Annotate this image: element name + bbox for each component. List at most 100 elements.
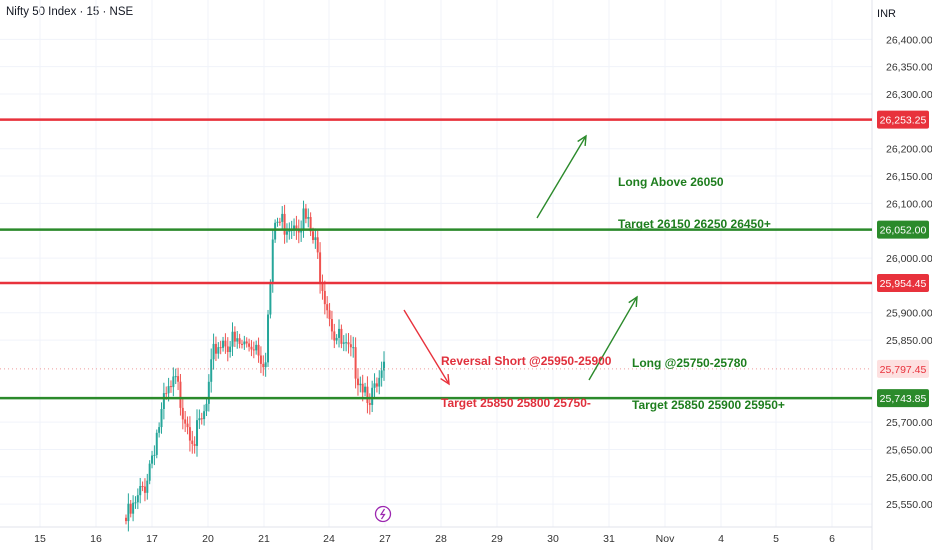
- annotation-line: Target 26150 26250 26450+: [618, 217, 771, 231]
- level-price-tag: [877, 273, 929, 292]
- candle-body: [196, 420, 199, 446]
- candle-body: [364, 386, 367, 393]
- candle-body: [300, 229, 303, 233]
- candle-body: [132, 502, 135, 514]
- x-tick-label: 15: [34, 533, 46, 545]
- x-tick-label: Nov: [656, 533, 675, 545]
- long-above-annotation: Long Above 26050 Target 26150 26250 2645…: [618, 147, 771, 245]
- candle-body: [146, 480, 149, 493]
- y-tick-label: 26,200.00: [886, 144, 932, 156]
- candle-body: [167, 386, 170, 394]
- level-price-label: 26,052.00: [880, 225, 927, 237]
- candle-body: [222, 340, 225, 348]
- currency-label: INR: [877, 8, 896, 20]
- candle-body: [257, 344, 260, 356]
- candle-body: [276, 221, 279, 223]
- candle-body: [366, 386, 369, 403]
- candle-body: [373, 383, 376, 388]
- candle-body: [179, 381, 182, 408]
- candle-body: [311, 231, 314, 240]
- candle-body: [191, 440, 194, 444]
- level-price-label: 25,954.45: [880, 278, 927, 290]
- annotation-line: Reversal Short @25950-25900: [441, 354, 612, 368]
- candle-body: [349, 344, 352, 348]
- x-tick-label: 21: [258, 533, 270, 545]
- candle-body: [281, 213, 284, 222]
- candle-body: [383, 361, 385, 371]
- candle-body: [177, 376, 180, 382]
- candle-body: [361, 383, 364, 393]
- candle-body: [193, 443, 196, 446]
- candle-body: [335, 337, 338, 341]
- candle-body: [217, 347, 220, 354]
- level-price-tag: [877, 389, 929, 408]
- candle-body: [252, 349, 255, 351]
- candle-body: [153, 454, 156, 456]
- candle-body: [347, 342, 350, 345]
- x-tick-label: 5: [773, 533, 779, 545]
- candle-body: [359, 383, 362, 386]
- level-price-label: 25,743.85: [880, 393, 927, 405]
- candle-body: [143, 486, 146, 493]
- candle-body: [224, 340, 227, 347]
- candle-body: [162, 393, 165, 410]
- candle-body: [210, 359, 213, 382]
- candle-body: [368, 402, 371, 405]
- x-tick-label: 29: [491, 533, 503, 545]
- x-tick-label: 31: [603, 533, 615, 545]
- candle-body: [278, 221, 281, 223]
- candle-body: [375, 383, 378, 387]
- candle-body: [302, 208, 305, 230]
- candle-body: [160, 409, 163, 428]
- candle-body: [229, 346, 232, 353]
- candle-body: [141, 486, 144, 488]
- x-tick-label: 24: [323, 533, 335, 545]
- candle-body: [125, 517, 127, 522]
- long-range-annotation: Long @25750-25780 Target 25850 25900 259…: [632, 328, 785, 426]
- arrow-up-long-range: [588, 296, 638, 381]
- candle-body: [214, 343, 217, 354]
- candle-body: [293, 225, 296, 229]
- candle-body: [269, 283, 272, 315]
- x-tick-label: 27: [379, 533, 391, 545]
- candle-body: [240, 343, 243, 345]
- candle-body: [319, 252, 322, 284]
- candle-body: [328, 310, 331, 320]
- candle-body: [262, 363, 265, 368]
- candle-body: [264, 362, 267, 368]
- arrow-up-long-range-head: [628, 295, 638, 308]
- candle-body: [274, 222, 277, 240]
- y-tick-label: 26,300.00: [886, 89, 932, 101]
- candle-body: [248, 343, 251, 347]
- candle-body: [285, 231, 288, 235]
- annotation-line: Long Above 26050: [618, 175, 724, 189]
- candle-body: [203, 411, 206, 420]
- candle-body: [271, 239, 274, 284]
- candle-body: [330, 319, 333, 332]
- candle-body: [207, 381, 210, 404]
- candle-body: [338, 328, 341, 338]
- candle-body: [371, 387, 374, 405]
- y-tick-label: 26,400.00: [886, 34, 932, 46]
- candle-body: [219, 347, 222, 349]
- candle-body: [127, 503, 130, 522]
- candle-body: [134, 502, 137, 504]
- candle-body: [139, 486, 142, 496]
- candle-body: [188, 427, 191, 441]
- x-tick-label: 28: [435, 533, 447, 545]
- lightning-bolt: [379, 508, 386, 520]
- level-price-tag: [877, 110, 929, 129]
- candle-body: [151, 455, 154, 464]
- candle-body: [259, 355, 262, 364]
- candle-body: [200, 418, 203, 420]
- arrow-up-long-above: [536, 135, 587, 219]
- candle-body: [243, 341, 246, 345]
- x-tick-label: 16: [90, 533, 102, 545]
- candle-body: [226, 346, 229, 353]
- candle-body: [245, 341, 248, 344]
- last-price-label: 25,797.45: [880, 364, 927, 376]
- y-tick-label: 26,150.00: [886, 171, 932, 183]
- candle-body: [136, 495, 139, 503]
- candle-body: [250, 346, 253, 350]
